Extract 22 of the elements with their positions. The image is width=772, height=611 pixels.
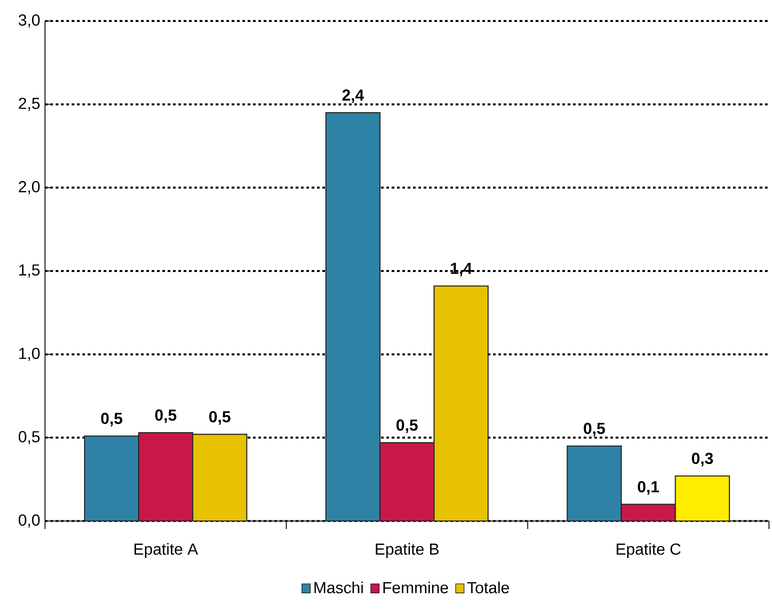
x-tick-label: Epatite B bbox=[376, 543, 439, 558]
y-tick-label: 2,0 bbox=[18, 181, 40, 194]
data-label: 0,5 bbox=[209, 411, 230, 425]
y-tick-label: 0,0 bbox=[18, 514, 40, 528]
data-label: 0,5 bbox=[101, 412, 122, 426]
x-tick-label: Epatite A bbox=[134, 543, 198, 558]
data-label: 0,5 bbox=[396, 419, 418, 434]
y-tick-label: 0,5 bbox=[18, 431, 40, 444]
y-tick-label: 1,5 bbox=[19, 264, 40, 278]
data-label: 0,5 bbox=[155, 409, 176, 424]
legend-label: Femmine bbox=[383, 582, 448, 594]
data-label: 0,1 bbox=[638, 481, 659, 495]
legend-label: Maschi bbox=[314, 582, 363, 594]
legend-label: Totale bbox=[467, 582, 509, 594]
x-tick-label: Epatite C bbox=[616, 543, 681, 558]
data-label: 0,3 bbox=[692, 452, 713, 466]
y-tick-label: 2,5 bbox=[18, 98, 40, 111]
data-label: 0,5 bbox=[584, 422, 605, 436]
y-tick-label: 3,0 bbox=[18, 14, 40, 28]
data-label: 1,4 bbox=[450, 262, 472, 276]
y-tick-label: 1,0 bbox=[19, 348, 40, 361]
data-label: 2,4 bbox=[342, 89, 364, 104]
